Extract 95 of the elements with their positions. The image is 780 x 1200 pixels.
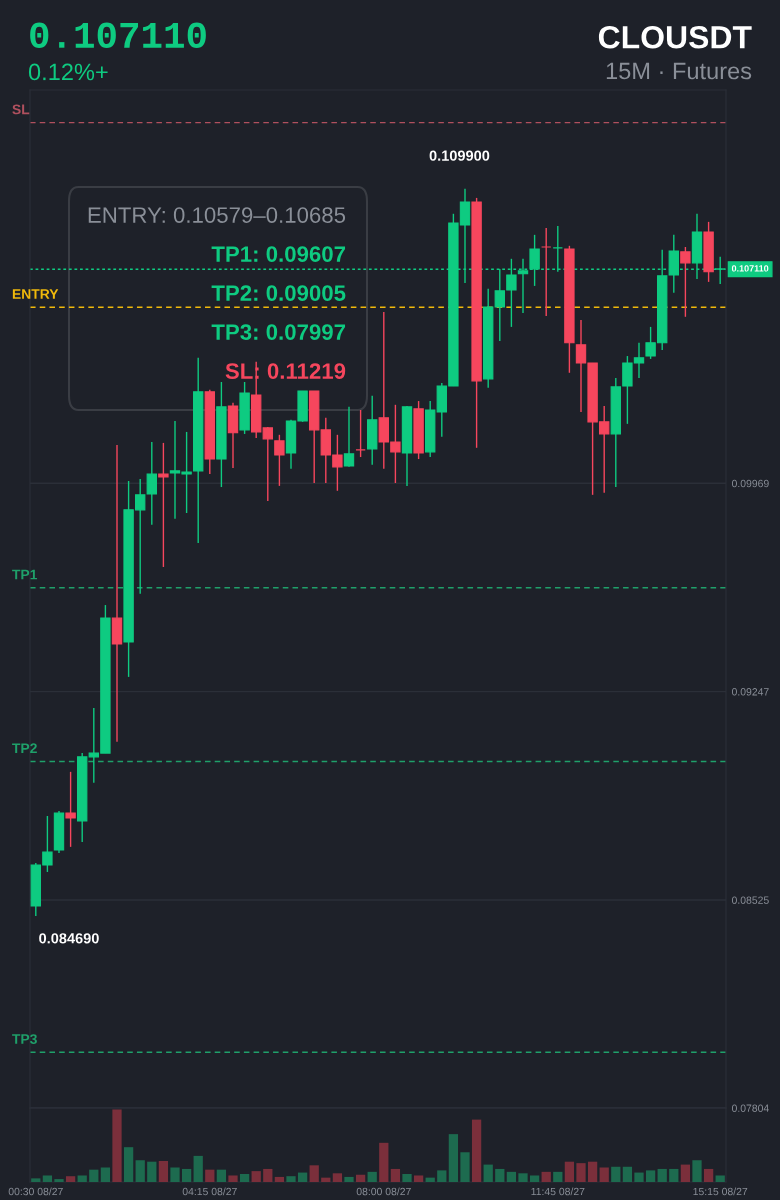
bar: [147, 1161, 157, 1182]
x-tick-label: 00:30 08/27: [8, 1187, 63, 1196]
bar: [274, 1176, 285, 1182]
annotation: 0.084690: [39, 933, 99, 944]
bar: [355, 1174, 366, 1182]
chart-subtitle: 0.12%+: [28, 63, 108, 81]
bar: [576, 1163, 586, 1182]
bar: [123, 1147, 134, 1182]
bar: [181, 1168, 192, 1182]
bar: [587, 1161, 598, 1182]
candlestick: [680, 246, 691, 318]
bar: [471, 1119, 482, 1182]
bar: [483, 1164, 493, 1182]
bar: [599, 1167, 609, 1182]
candlestick: [274, 434, 285, 487]
candlestick: [343, 406, 355, 468]
bar: [390, 1168, 401, 1182]
bar: [158, 1160, 169, 1182]
bar: [100, 1167, 111, 1182]
bar: [692, 1160, 702, 1182]
candlestick: [158, 442, 169, 568]
bar: [553, 1171, 563, 1182]
y-tick-label: 0.08525: [731, 896, 769, 904]
y-tick-label: 0.09969: [731, 479, 769, 488]
bar: [495, 1168, 505, 1182]
x-tick-label: 08:00 08/27: [356, 1187, 411, 1196]
bar: [228, 1175, 238, 1182]
bar: [564, 1161, 575, 1182]
candlestick: [541, 227, 552, 317]
bar: [251, 1171, 261, 1182]
bar: [112, 1109, 122, 1182]
bar: [89, 1169, 99, 1182]
bar: [622, 1166, 633, 1182]
annotation: TP3: 0.07997: [211, 324, 346, 340]
bar: [611, 1166, 621, 1182]
bar: [413, 1175, 424, 1182]
annotation: 0.109900: [429, 150, 490, 161]
bar: [54, 1179, 64, 1182]
candlestick: [355, 409, 366, 458]
bar: [263, 1168, 273, 1182]
bar: [297, 1172, 308, 1182]
bar: [437, 1170, 447, 1182]
x-tick-label: 15:15 08/27: [693, 1187, 748, 1196]
bar: [309, 1165, 319, 1182]
chart-title: 0.107110: [30, 22, 206, 49]
bar: [460, 1152, 470, 1182]
x-tick-label: 04:15 08/27: [182, 1187, 237, 1196]
ref-line-label: TP2: [12, 743, 37, 754]
candlestick: [65, 771, 76, 848]
bar: [402, 1174, 412, 1182]
ref-line-label: TP1: [12, 569, 38, 580]
bar: [367, 1171, 377, 1182]
candlestick: [262, 426, 273, 502]
bar: [170, 1167, 180, 1182]
bar: [448, 1134, 459, 1182]
bar: [529, 1175, 540, 1182]
bar: [42, 1175, 53, 1182]
ref-line-label: ENTRY: [12, 289, 59, 299]
text: CLOUSDT: [598, 25, 752, 49]
bar: [518, 1173, 528, 1182]
bar: [216, 1169, 227, 1182]
bar: [703, 1168, 714, 1182]
bar: [645, 1170, 656, 1182]
bar: [239, 1174, 250, 1182]
x-tick-label: 11:45 08/27: [531, 1187, 585, 1196]
bar: [715, 1175, 725, 1182]
text: 15M · Futures: [606, 62, 752, 80]
bar: [344, 1176, 354, 1182]
bar: [321, 1177, 331, 1182]
candlestick: [111, 444, 123, 743]
annotation: ENTRY: 0.10579–0.10685: [88, 207, 346, 223]
bar: [332, 1173, 343, 1182]
annotation: TP1: 0.09607: [211, 246, 346, 262]
bar: [669, 1168, 679, 1182]
bar: [77, 1175, 87, 1182]
annotation: TP2: 0.09005: [211, 285, 346, 301]
bar: [135, 1160, 145, 1182]
bar: [425, 1177, 435, 1182]
bar: [31, 1178, 41, 1182]
bar: [286, 1176, 296, 1182]
bar: [65, 1176, 76, 1182]
bar: [193, 1155, 203, 1182]
ref-line-label: TP3: [12, 1034, 37, 1045]
y-tick-label: 0.09247: [731, 688, 769, 696]
bar: [634, 1172, 644, 1182]
ref-line-label: SL: [12, 104, 30, 115]
bar: [680, 1164, 691, 1182]
y-tick-label: 0.07804: [731, 1104, 769, 1112]
candlestick: [146, 441, 157, 526]
bar: [657, 1168, 667, 1182]
bar: [205, 1169, 215, 1182]
bar: [541, 1171, 551, 1182]
bar: [506, 1171, 517, 1182]
ref-line-label: 0.107110: [731, 265, 769, 272]
bar: [379, 1142, 389, 1182]
